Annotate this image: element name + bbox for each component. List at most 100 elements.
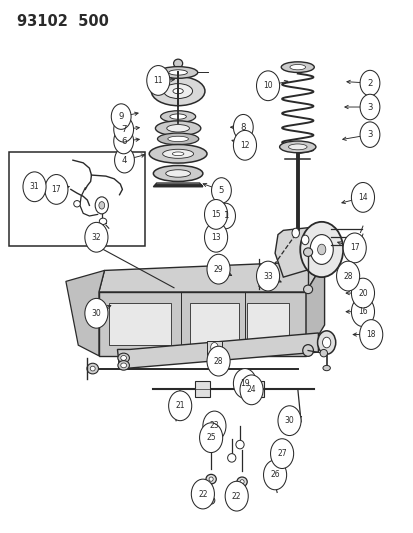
Ellipse shape (149, 144, 206, 163)
Ellipse shape (209, 477, 213, 481)
Ellipse shape (276, 448, 285, 457)
Ellipse shape (289, 64, 305, 70)
Ellipse shape (202, 430, 211, 438)
Polygon shape (99, 261, 324, 292)
Circle shape (270, 439, 293, 469)
Ellipse shape (153, 165, 202, 181)
Text: 18: 18 (366, 330, 375, 339)
Ellipse shape (160, 111, 195, 123)
Text: 17: 17 (52, 185, 61, 194)
Polygon shape (117, 333, 318, 368)
Ellipse shape (322, 366, 330, 370)
Circle shape (199, 423, 222, 453)
FancyBboxPatch shape (247, 303, 288, 345)
Text: 6: 6 (121, 136, 126, 146)
Circle shape (114, 128, 133, 154)
Circle shape (191, 479, 214, 509)
Text: 3: 3 (366, 102, 372, 111)
Text: 22: 22 (198, 489, 207, 498)
Text: 23: 23 (209, 422, 219, 431)
Circle shape (85, 222, 108, 252)
Polygon shape (99, 292, 305, 356)
Text: 27: 27 (277, 449, 286, 458)
Text: 8: 8 (240, 123, 245, 132)
Circle shape (256, 261, 279, 291)
Polygon shape (305, 261, 324, 356)
Ellipse shape (319, 350, 327, 357)
Polygon shape (274, 228, 325, 277)
Text: 93102  500: 93102 500 (17, 14, 109, 29)
Circle shape (301, 235, 308, 245)
Ellipse shape (169, 70, 187, 75)
Ellipse shape (238, 499, 245, 507)
Text: 12: 12 (240, 141, 249, 150)
Ellipse shape (303, 285, 312, 294)
Circle shape (23, 172, 46, 201)
Text: 28: 28 (342, 272, 352, 280)
Ellipse shape (280, 62, 313, 72)
Circle shape (359, 122, 379, 148)
Ellipse shape (227, 454, 235, 462)
Circle shape (210, 343, 218, 352)
Circle shape (146, 66, 169, 95)
Text: 14: 14 (357, 193, 367, 202)
Circle shape (351, 297, 374, 327)
Circle shape (351, 278, 374, 308)
Text: 11: 11 (153, 76, 163, 85)
Circle shape (359, 70, 379, 96)
Ellipse shape (90, 366, 95, 371)
Text: 22: 22 (231, 491, 241, 500)
Text: 3: 3 (366, 130, 372, 139)
Text: 1: 1 (222, 212, 228, 221)
Circle shape (317, 331, 335, 354)
Ellipse shape (155, 121, 200, 136)
Circle shape (206, 346, 230, 376)
Text: 29: 29 (213, 265, 223, 273)
Circle shape (204, 199, 227, 229)
FancyBboxPatch shape (189, 303, 239, 345)
Ellipse shape (163, 84, 192, 99)
Ellipse shape (169, 114, 186, 119)
Ellipse shape (121, 363, 126, 368)
Text: 10: 10 (263, 81, 272, 90)
Ellipse shape (279, 141, 315, 153)
Ellipse shape (162, 149, 193, 158)
Ellipse shape (236, 477, 247, 487)
Text: 9: 9 (118, 112, 123, 121)
Ellipse shape (303, 248, 312, 256)
Circle shape (336, 261, 359, 291)
Ellipse shape (87, 364, 98, 374)
Text: 17: 17 (349, 244, 358, 253)
Circle shape (168, 391, 191, 421)
Ellipse shape (121, 356, 126, 360)
Ellipse shape (157, 133, 198, 145)
Circle shape (342, 233, 366, 263)
Text: 31: 31 (30, 182, 39, 191)
Ellipse shape (151, 76, 204, 106)
Ellipse shape (158, 67, 197, 78)
Circle shape (215, 203, 235, 229)
Ellipse shape (74, 200, 80, 207)
Ellipse shape (173, 59, 182, 68)
Circle shape (114, 117, 133, 142)
Circle shape (317, 244, 325, 255)
Circle shape (322, 337, 330, 348)
Ellipse shape (118, 361, 129, 370)
Ellipse shape (206, 474, 216, 484)
Circle shape (45, 174, 68, 204)
Text: 30: 30 (284, 416, 294, 425)
Ellipse shape (167, 136, 188, 142)
Polygon shape (66, 270, 104, 356)
Text: 21: 21 (175, 401, 185, 410)
Circle shape (85, 298, 108, 328)
Circle shape (309, 235, 332, 264)
Text: 2: 2 (366, 78, 372, 87)
Ellipse shape (118, 353, 129, 363)
FancyBboxPatch shape (249, 381, 263, 397)
Circle shape (351, 182, 374, 212)
Text: 16: 16 (357, 307, 367, 316)
Text: 4: 4 (121, 156, 127, 165)
Circle shape (359, 320, 382, 350)
Text: 13: 13 (211, 233, 221, 242)
Circle shape (263, 460, 286, 490)
